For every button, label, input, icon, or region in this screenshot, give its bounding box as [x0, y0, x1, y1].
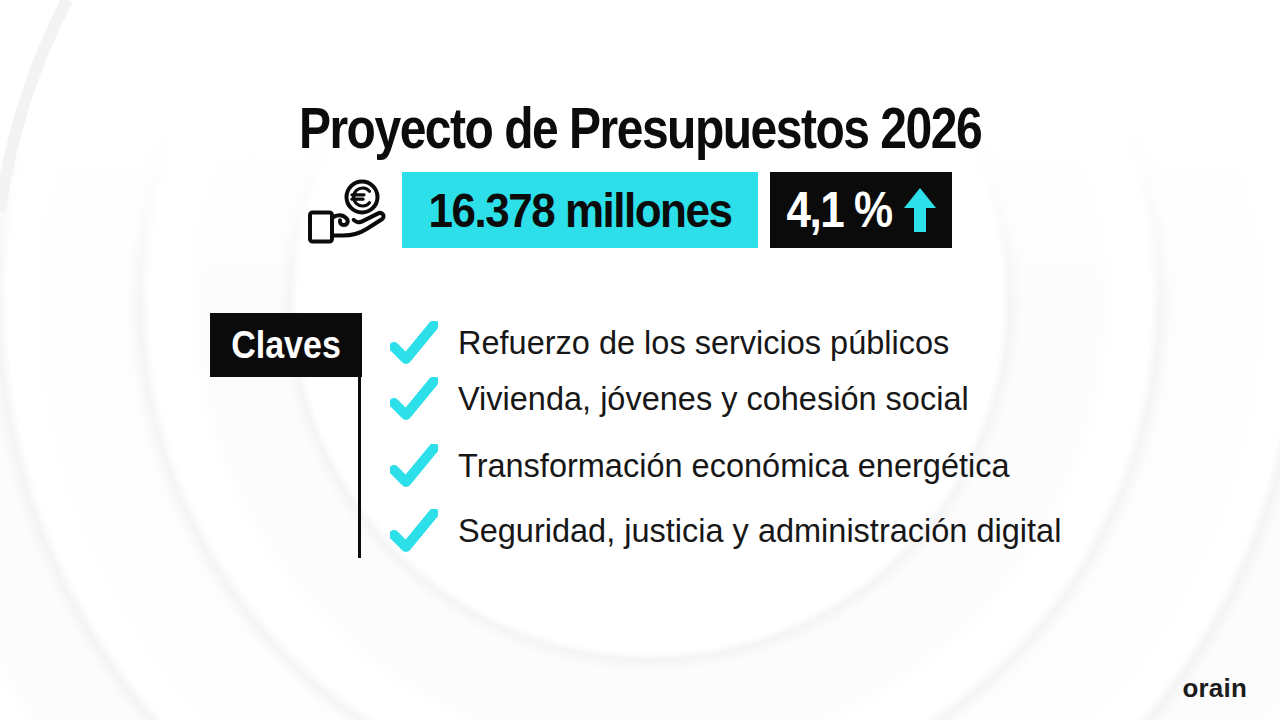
percent-box: 4,1 %: [770, 172, 952, 248]
budget-infographic: Proyecto de Presupuestos 2026 16.378 mil…: [0, 0, 1280, 720]
list-item-label: Refuerzo de los servicios públicos: [458, 325, 949, 362]
percent-value: 4,1 %: [786, 182, 891, 238]
orain-logo: orain: [1182, 673, 1247, 704]
list-item: Refuerzo de los servicios públicos: [390, 320, 949, 366]
list-item-label: Seguridad, justicia y administración dig…: [458, 513, 1061, 550]
checkmark-icon: [390, 377, 438, 421]
euro-symbol: [352, 188, 370, 206]
claves-tag: Claves: [210, 313, 362, 377]
checkmark-icon: [390, 509, 438, 553]
list-item-label: Transformación económica energética: [458, 448, 1010, 485]
amount-box: 16.378 millones: [402, 172, 758, 248]
list-item-label: Vivienda, jóvenes y cohesión social: [458, 381, 969, 418]
amount-value: 16.378 millones: [429, 183, 732, 238]
list-item: Transformación económica energética: [390, 443, 1010, 489]
page-title: Proyecto de Presupuestos 2026: [0, 96, 1280, 161]
checkmark-icon: [390, 444, 438, 488]
list-item: Vivienda, jóvenes y cohesión social: [390, 376, 969, 422]
claves-label: Claves: [231, 323, 341, 367]
list-item: Seguridad, justicia y administración dig…: [390, 508, 1061, 554]
arrow-up-icon: [904, 188, 936, 232]
hand-euro-coin-icon: [298, 172, 398, 252]
divider-line: [358, 377, 361, 558]
checkmark-icon: [390, 321, 438, 365]
